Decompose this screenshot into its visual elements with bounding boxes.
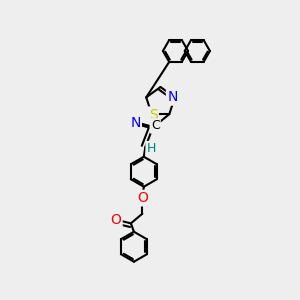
Text: O: O (110, 213, 122, 227)
Text: S: S (149, 108, 158, 122)
Text: O: O (137, 191, 148, 205)
Text: N: N (130, 116, 141, 130)
Text: H: H (147, 142, 156, 155)
Text: N: N (167, 90, 178, 104)
Text: C: C (151, 119, 160, 132)
